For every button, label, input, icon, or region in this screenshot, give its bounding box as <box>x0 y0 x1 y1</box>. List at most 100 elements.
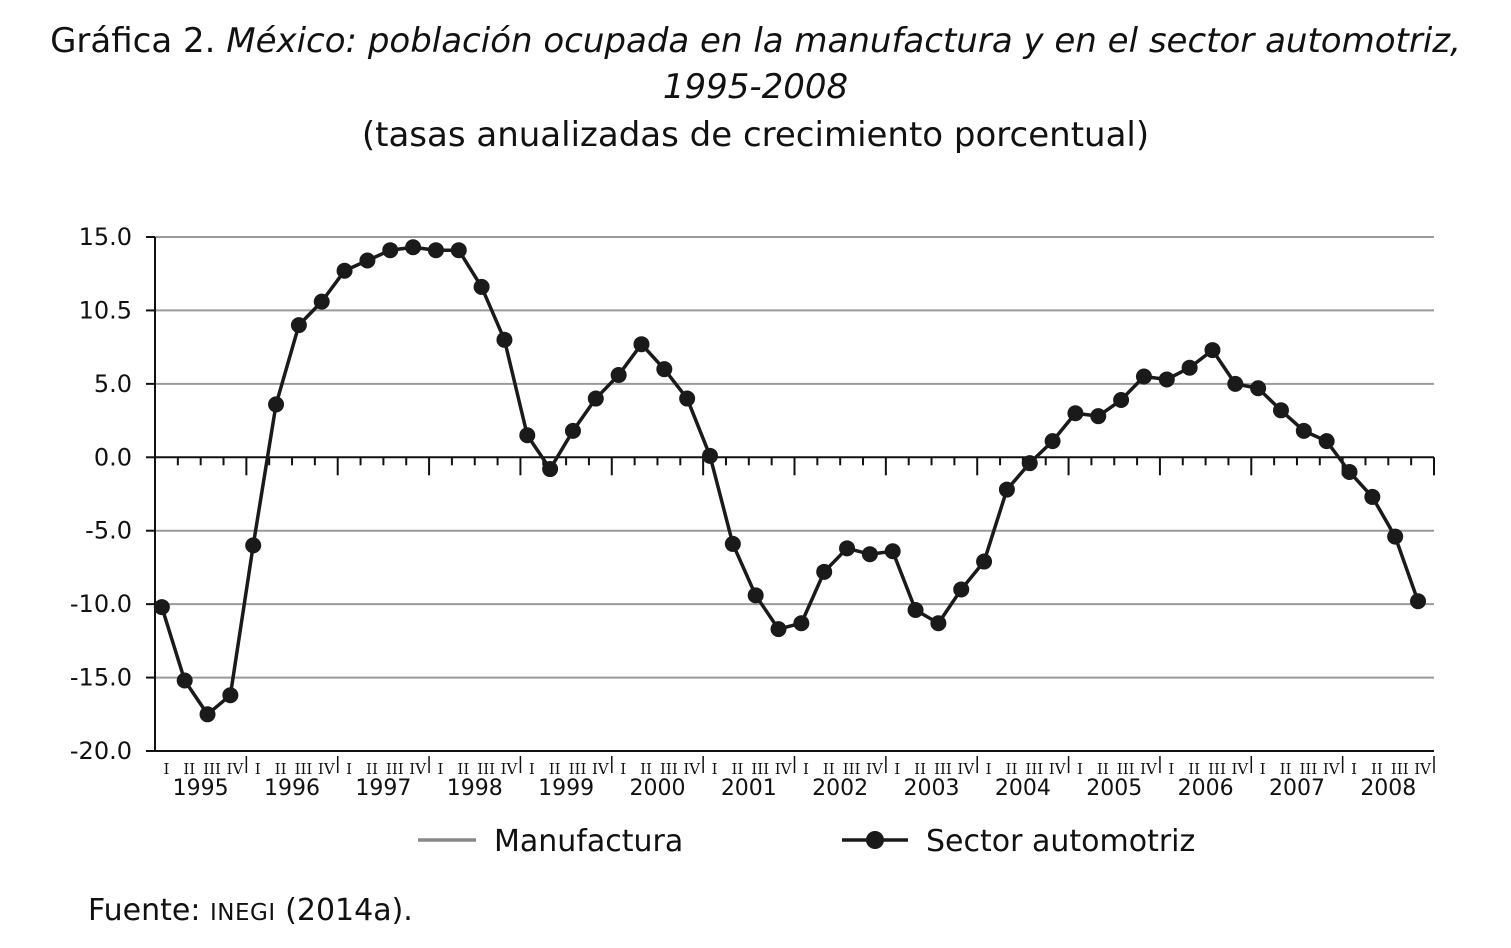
quarter-label: III <box>1117 760 1135 778</box>
y-tick-label: -20.0 <box>70 737 132 765</box>
quarter-label: II <box>823 760 835 778</box>
data-point <box>313 293 330 310</box>
data-point <box>1158 371 1175 388</box>
data-point <box>564 422 581 439</box>
y-tick-label: -5.0 <box>85 517 132 545</box>
data-point <box>1181 359 1198 376</box>
year-label: 2003 <box>904 776 960 801</box>
quarter-label: II <box>1006 760 1018 778</box>
quarter-label: IV <box>957 760 975 778</box>
chart-title-italic: México: población ocupada en la manufact… <box>226 21 1461 61</box>
quarter-label: II <box>914 760 926 778</box>
quarter-label: II <box>1280 760 1292 778</box>
chart-title-years: 1995-2008 <box>662 67 849 107</box>
quarter-label: I <box>803 760 809 778</box>
quarter-label: III <box>1391 760 1409 778</box>
quarter-label: I <box>1351 760 1357 778</box>
data-point <box>747 587 764 604</box>
data-point <box>153 599 170 616</box>
quarter-label: I <box>620 760 626 778</box>
data-point <box>268 396 285 413</box>
year-label: 2002 <box>812 776 868 801</box>
year-label: 1998 <box>447 776 503 801</box>
chart-title-prefix: Gráfica 2. <box>50 21 216 61</box>
y-tick-label: 10.5 <box>79 296 132 324</box>
quarter-label: III <box>1025 760 1043 778</box>
data-point <box>473 278 490 295</box>
data-point <box>405 239 422 256</box>
source-note: Fuente: INEGI (2014a). <box>88 893 413 928</box>
quarter-label: III <box>295 760 313 778</box>
y-tick-label: -10.0 <box>70 590 132 618</box>
year-label: 2007 <box>1269 776 1325 801</box>
quarter-label: I <box>712 760 718 778</box>
data-point <box>656 361 673 378</box>
quarter-label: III <box>1299 760 1317 778</box>
chart-subtitle: (tasas anualizadas de crecimiento porcen… <box>361 115 1150 155</box>
quarter-label: I <box>255 760 261 778</box>
source-suffix: (2014a). <box>285 893 413 928</box>
quarter-label: II <box>640 760 652 778</box>
year-label: 2000 <box>629 776 685 801</box>
data-point <box>290 317 307 334</box>
year-label: 2004 <box>995 776 1051 801</box>
quarter-label: III <box>934 760 952 778</box>
quarter-label: IV <box>318 760 336 778</box>
year-label: 2005 <box>1086 776 1142 801</box>
data-point <box>679 390 696 407</box>
data-point <box>1204 342 1221 359</box>
year-label: 1996 <box>264 776 320 801</box>
quarter-label: IV <box>775 760 793 778</box>
data-point <box>245 537 262 554</box>
data-point <box>222 687 239 704</box>
y-tick-label: 0.0 <box>94 443 132 471</box>
quarter-label: IV <box>501 760 519 778</box>
quarter-label: IV <box>866 760 884 778</box>
legend-label-manufactura: Manufactura <box>494 824 683 859</box>
data-point <box>610 367 627 384</box>
data-point <box>1021 455 1038 472</box>
data-point <box>336 262 353 279</box>
quarter-label: II <box>183 760 195 778</box>
data-point <box>793 615 810 632</box>
data-point <box>816 563 833 580</box>
quarter-label: IV <box>592 760 610 778</box>
y-tick-label: 15.0 <box>79 223 132 251</box>
data-point <box>701 447 718 464</box>
quarter-label: III <box>203 760 221 778</box>
data-point <box>199 706 216 723</box>
data-point <box>907 602 924 619</box>
quarter-label: III <box>477 760 495 778</box>
data-point <box>1272 402 1289 419</box>
quarter-label: II <box>1188 760 1200 778</box>
year-label: 1997 <box>355 776 411 801</box>
chart-title-block: Gráfica 2. México: población ocupada en … <box>0 18 1511 160</box>
source-prefix: Fuente: <box>88 893 201 928</box>
quarter-label: II <box>275 760 287 778</box>
data-point <box>382 242 399 259</box>
year-label: 1999 <box>538 776 594 801</box>
quarter-label: IV <box>1231 760 1249 778</box>
data-point <box>450 242 467 259</box>
data-point <box>1090 408 1107 425</box>
data-point <box>1318 433 1335 450</box>
data-point <box>496 331 513 348</box>
data-point <box>861 546 878 563</box>
quarter-label: I <box>163 760 169 778</box>
quarter-label: I <box>894 760 900 778</box>
quarter-label: II <box>457 760 469 778</box>
quarter-label: III <box>843 760 861 778</box>
quarter-label: I <box>1168 760 1174 778</box>
chart-title: Gráfica 2. México: población ocupada en … <box>0 18 1511 64</box>
quarter-label: II <box>731 760 743 778</box>
quarter-label: III <box>751 760 769 778</box>
quarter-label: I <box>346 760 352 778</box>
data-point <box>542 461 559 478</box>
legend-label-automotriz: Sector automotriz <box>926 824 1195 859</box>
quarter-label: III <box>386 760 404 778</box>
data-point <box>1250 380 1267 397</box>
data-point <box>724 535 741 552</box>
data-point <box>519 427 536 444</box>
quarter-label: I <box>1260 760 1266 778</box>
